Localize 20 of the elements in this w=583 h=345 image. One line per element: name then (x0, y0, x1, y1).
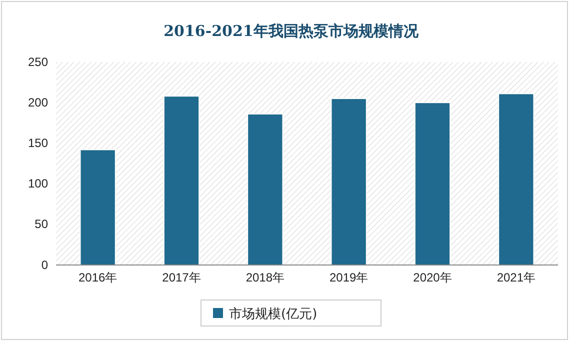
x-tick-label: 2018年 (246, 270, 285, 285)
y-tick-label: 150 (28, 136, 48, 150)
bar (414, 102, 451, 266)
y-tick-label: 0 (41, 258, 48, 272)
bar (330, 98, 367, 266)
legend-label: 市场规模(亿元) (229, 307, 318, 322)
y-tick-label: 100 (28, 176, 48, 191)
chart-title: 2016-2021年我国热泵市场规模情况 (164, 22, 420, 40)
bar (247, 113, 284, 266)
bar (498, 93, 534, 266)
y-tick-label: 250 (28, 54, 48, 69)
x-tick-label: 2021年 (496, 270, 536, 285)
y-tick-label: 200 (28, 95, 48, 110)
bar (80, 149, 116, 266)
y-tick-label: 50 (34, 217, 48, 232)
x-tick-label: 2016年 (78, 270, 118, 285)
x-tick-label: 2019年 (329, 270, 368, 285)
bar (163, 96, 200, 266)
x-tick-label: 2020年 (413, 270, 452, 285)
x-tick-label: 2017年 (162, 270, 201, 285)
